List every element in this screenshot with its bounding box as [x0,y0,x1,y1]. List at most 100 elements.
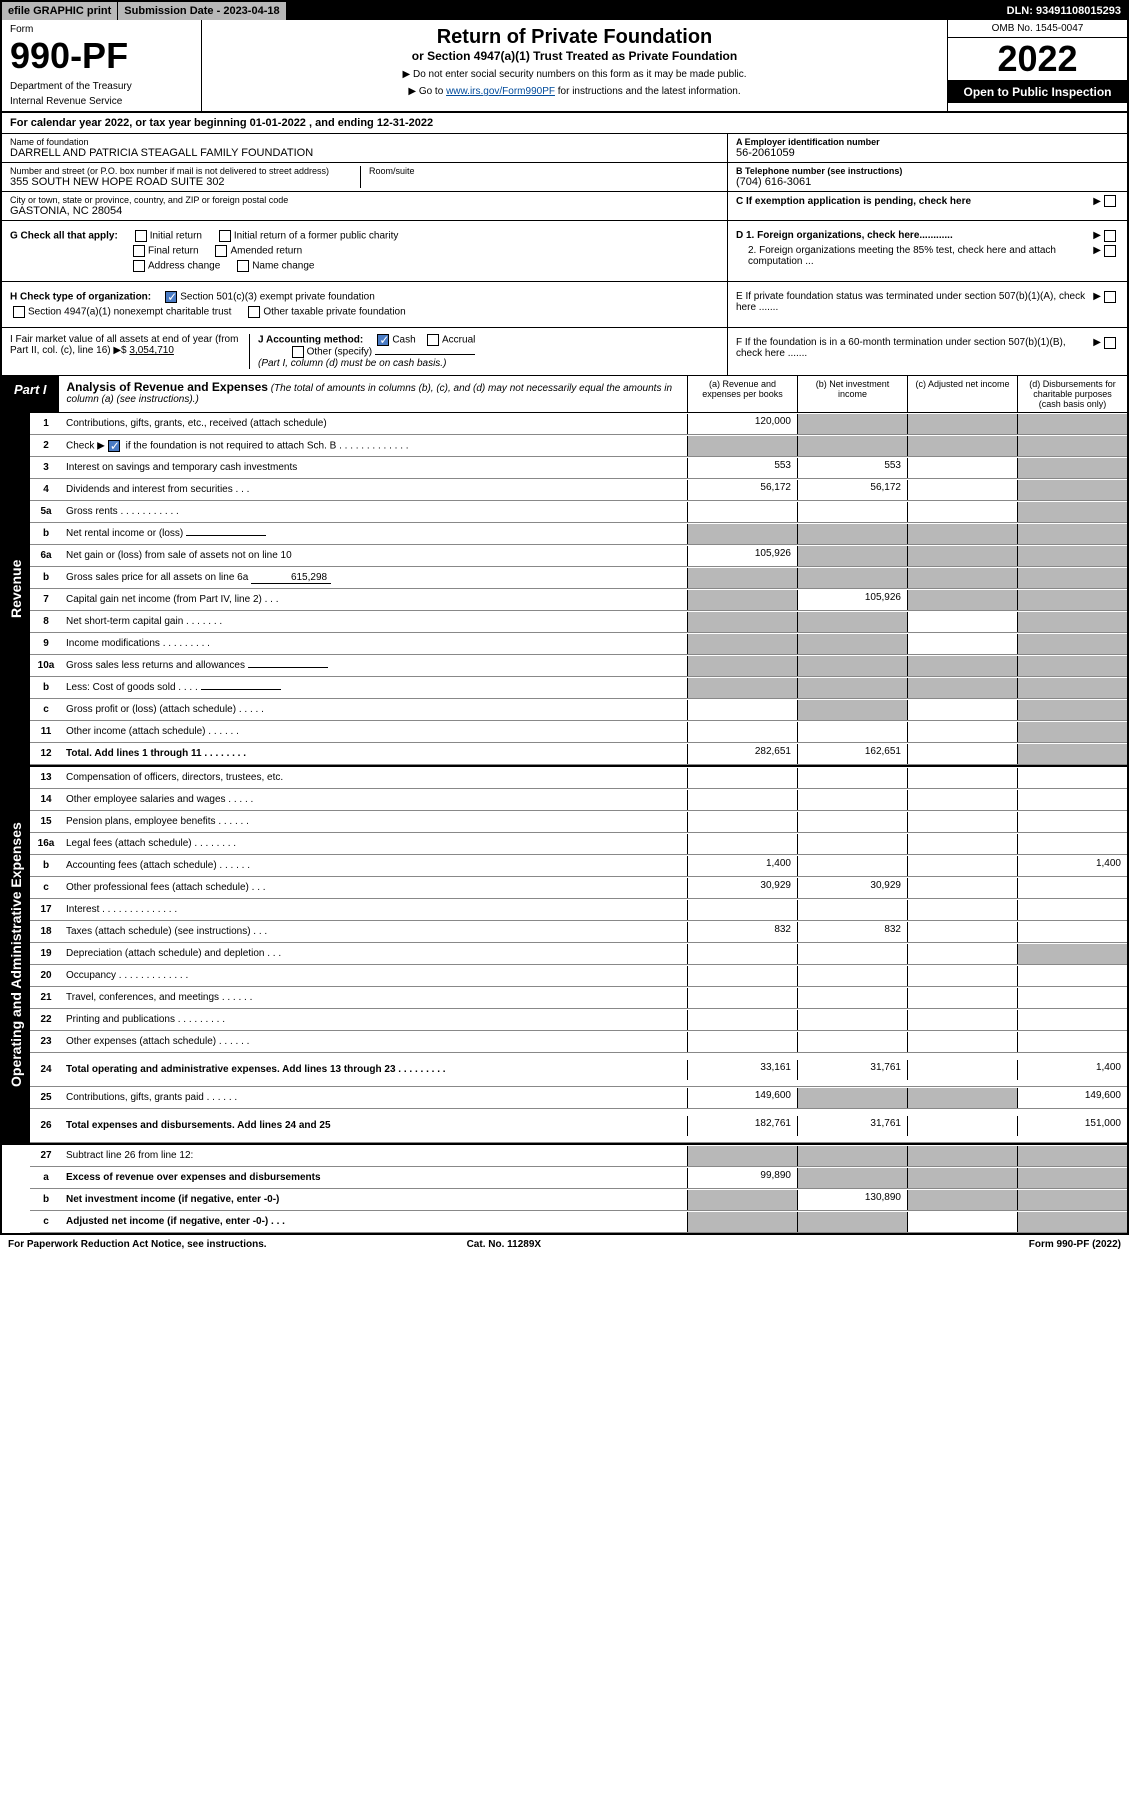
g-initial-checkbox[interactable] [135,230,147,242]
j-other-checkbox[interactable] [292,346,304,358]
table-row: 12Total. Add lines 1 through 11 . . . . … [30,743,1127,765]
table-row: 4Dividends and interest from securities … [30,479,1127,501]
g-label: G Check all that apply: [10,231,118,242]
table-row: bGross sales price for all assets on lin… [30,567,1127,589]
cat-number: Cat. No. 11289X [467,1239,541,1250]
table-row: 10aGross sales less returns and allowanc… [30,655,1127,677]
table-row: bLess: Cost of goods sold . . . . [30,677,1127,699]
page-footer: For Paperwork Reduction Act Notice, see … [0,1235,1129,1254]
arrow-icon: ▶ [1093,245,1101,267]
form-label: Form [10,24,193,35]
efile-label[interactable]: efile GRAPHIC print [2,2,118,20]
phone: (704) 616-3061 [736,176,1119,188]
table-row: 2Check ▶ if the foundation is not requir… [30,435,1127,457]
table-row: 18Taxes (attach schedule) (see instructi… [30,921,1127,943]
table-row: 22Printing and publications . . . . . . … [30,1009,1127,1031]
ein-label: A Employer identification number [736,137,1119,147]
part1-label: Part I [2,376,59,412]
form-header: Form 990-PF Department of the Treasury I… [2,20,1127,113]
form990pf-link[interactable]: www.irs.gov/Form990PF [446,86,555,97]
table-row: 8Net short-term capital gain . . . . . .… [30,611,1127,633]
check-section-2: H Check type of organization: Section 50… [2,282,1127,328]
foundation-name: DARRELL AND PATRICIA STEAGALL FAMILY FOU… [10,147,719,159]
table-row: 24Total operating and administrative exp… [30,1053,1127,1087]
table-row: 9Income modifications . . . . . . . . . [30,633,1127,655]
table-row: bNet investment income (if negative, ent… [30,1189,1127,1211]
d2-checkbox[interactable] [1104,245,1116,257]
dln: DLN: 93491108015293 [1001,2,1127,20]
j-label: J Accounting method: [258,335,363,346]
j-cash-checkbox[interactable] [377,334,389,346]
expenses-side-label: Operating and Administrative Expenses [2,767,30,1143]
line27-section: 27Subtract line 26 from line 12: aExcess… [2,1145,1127,1233]
schb-checkbox[interactable] [108,440,120,452]
ssn-note: ▶ Do not enter social security numbers o… [208,69,941,80]
d1-checkbox[interactable] [1104,230,1116,242]
f-checkbox[interactable] [1104,337,1116,349]
form-number: 990-PF [10,35,193,77]
i-label: I Fair market value of all assets at end… [10,334,238,356]
j-accrual-checkbox[interactable] [427,334,439,346]
table-row: 21Travel, conferences, and meetings . . … [30,987,1127,1009]
check-section-1: G Check all that apply: Initial return I… [2,221,1127,282]
revenue-side-label: Revenue [2,413,30,765]
arrow-icon: ▶ [1093,196,1101,207]
form-ref: Form 990-PF (2022) [1029,1239,1121,1250]
h-label: H Check type of organization: [10,292,151,303]
g-amended-checkbox[interactable] [215,245,227,257]
table-row: 11Other income (attach schedule) . . . .… [30,721,1127,743]
col-a-header: (a) Revenue and expenses per books [687,376,797,412]
address-label: Number and street (or P.O. box number if… [10,166,360,176]
g-final-checkbox[interactable] [133,245,145,257]
check-section-3: I Fair market value of all assets at end… [2,328,1127,376]
paperwork-notice: For Paperwork Reduction Act Notice, see … [8,1239,267,1250]
goto-note: ▶ Go to www.irs.gov/Form990PF for instru… [208,86,941,97]
calendar-year: For calendar year 2022, or tax year begi… [2,113,1127,134]
h-501c3-checkbox[interactable] [165,291,177,303]
f-label: F If the foundation is in a 60-month ter… [736,337,1093,359]
col-b-header: (b) Net investment income [797,376,907,412]
table-row: 26Total expenses and disbursements. Add … [30,1109,1127,1143]
h-4947-checkbox[interactable] [13,306,25,318]
table-row: 5aGross rents . . . . . . . . . . . [30,501,1127,523]
city: GASTONIA, NC 28054 [10,205,719,217]
d2-label: 2. Foreign organizations meeting the 85%… [736,245,1093,267]
expense-section: Operating and Administrative Expenses 13… [2,767,1127,1145]
table-row: cGross profit or (loss) (attach schedule… [30,699,1127,721]
table-row: 27Subtract line 26 from line 12: [30,1145,1127,1167]
j-note: (Part I, column (d) must be on cash basi… [258,358,446,369]
g-name-checkbox[interactable] [237,260,249,272]
table-row: 14Other employee salaries and wages . . … [30,789,1127,811]
table-row: 23Other expenses (attach schedule) . . .… [30,1031,1127,1053]
d1-label: D 1. Foreign organizations, check here..… [736,230,953,241]
col-c-header: (c) Adjusted net income [907,376,1017,412]
tax-year: 2022 [948,38,1127,81]
part1-header: Part I Analysis of Revenue and Expenses … [2,376,1127,413]
table-row: 7Capital gain net income (from Part IV, … [30,589,1127,611]
table-row: 3Interest on savings and temporary cash … [30,457,1127,479]
ein: 56-2061059 [736,147,1119,159]
form-subtitle: or Section 4947(a)(1) Trust Treated as P… [208,49,941,63]
e-checkbox[interactable] [1104,291,1116,303]
open-inspection: Open to Public Inspection [948,81,1127,103]
top-bar: efile GRAPHIC print Submission Date - 20… [2,2,1127,20]
table-row: 20Occupancy . . . . . . . . . . . . . [30,965,1127,987]
form-title: Return of Private Foundation [208,26,941,49]
city-label: City or town, state or province, country… [10,195,719,205]
table-row: 17Interest . . . . . . . . . . . . . . [30,899,1127,921]
phone-label: B Telephone number (see instructions) [736,166,1119,176]
arrow-icon: ▶ [1093,337,1101,359]
table-row: aExcess of revenue over expenses and dis… [30,1167,1127,1189]
omb-number: OMB No. 1545-0047 [948,20,1127,38]
part1-title: Analysis of Revenue and Expenses [67,380,268,394]
g-initial-former-checkbox[interactable] [219,230,231,242]
room-label: Room/suite [369,166,719,176]
h-other-checkbox[interactable] [248,306,260,318]
i-value: 3,054,710 [129,345,174,356]
g-address-checkbox[interactable] [133,260,145,272]
table-row: cOther professional fees (attach schedul… [30,877,1127,899]
c-checkbox[interactable] [1104,195,1116,207]
arrow-icon: ▶ [1093,291,1101,313]
arrow-icon: ▶ [1093,230,1101,242]
revenue-section: Revenue 1Contributions, gifts, grants, e… [2,413,1127,767]
